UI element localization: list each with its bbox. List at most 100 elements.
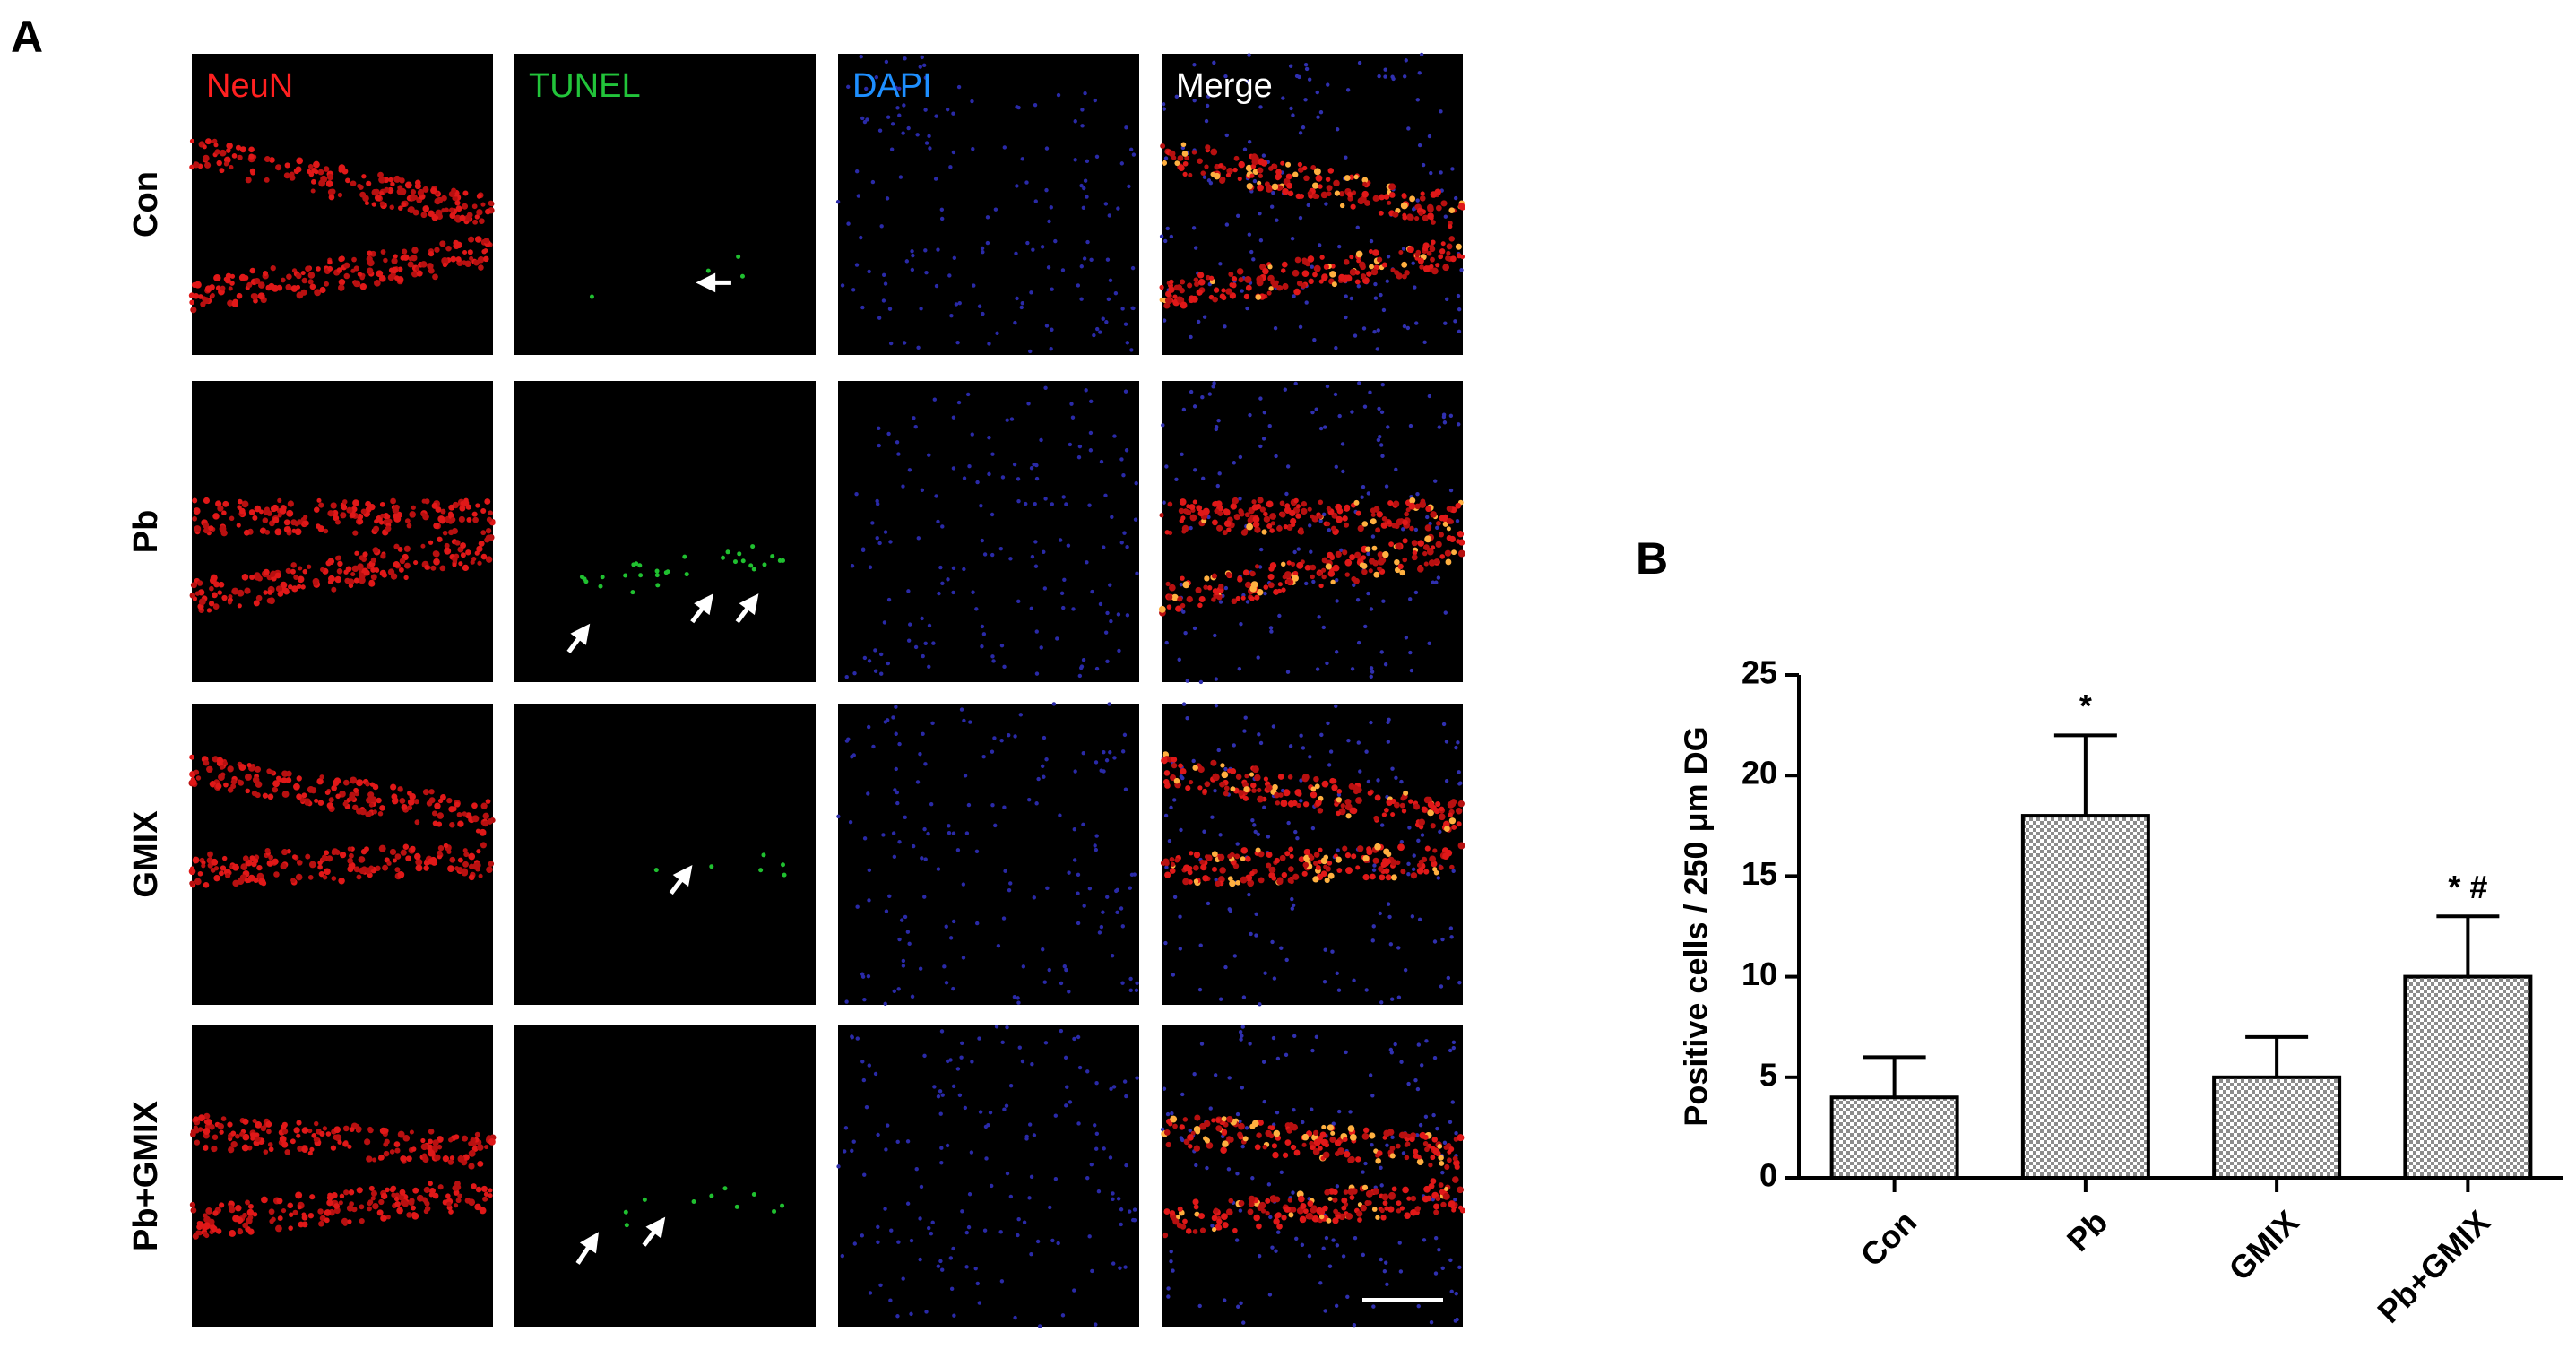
neuron-dot xyxy=(1285,173,1292,180)
nucleus-dot xyxy=(1435,525,1439,530)
nucleus-dot xyxy=(1002,1107,1007,1111)
nucleus-dot xyxy=(1174,94,1180,99)
nucleus-dot xyxy=(1334,464,1338,470)
neuron-dot xyxy=(1446,250,1451,256)
nucleus-dot xyxy=(855,1036,860,1041)
neuron-dot xyxy=(1265,1198,1271,1204)
nucleus-dot xyxy=(895,800,900,806)
micrograph-bg xyxy=(838,1025,1139,1327)
nucleus-dot xyxy=(1311,579,1316,584)
nucleus-dot xyxy=(1076,1121,1081,1126)
neuron-dot xyxy=(362,195,369,202)
neuron-dot xyxy=(462,811,467,817)
neuron-dot xyxy=(1317,571,1323,576)
micrograph xyxy=(1160,1025,1466,1328)
neuron-dot xyxy=(1257,497,1264,504)
neuron-dot xyxy=(478,873,483,878)
neuron-dot xyxy=(203,1120,209,1125)
neuron-dot xyxy=(313,580,319,586)
nucleus-dot xyxy=(1310,1048,1315,1053)
neuron-dot xyxy=(1291,561,1296,567)
nucleus-dot xyxy=(1270,1245,1275,1250)
nucleus-dot xyxy=(1344,155,1348,160)
neuron-dot xyxy=(1182,1117,1189,1122)
neuron-dot xyxy=(1203,584,1208,590)
neuron-dot xyxy=(1218,163,1223,169)
neuron-dot xyxy=(432,820,438,826)
nucleus-dot xyxy=(1361,326,1367,331)
neuron-dot xyxy=(1245,164,1253,172)
nucleus-dot xyxy=(1270,939,1275,945)
neuron-dot xyxy=(1344,274,1353,282)
neuron-dot xyxy=(249,267,256,274)
neuron-dot xyxy=(1413,803,1421,810)
nucleus-dot xyxy=(1406,126,1411,131)
nucleus-dot xyxy=(883,530,888,534)
nucleus-dot xyxy=(957,1093,963,1097)
neuron-dot xyxy=(1185,1228,1192,1234)
tunel-dot xyxy=(663,570,669,575)
nucleus-dot xyxy=(1251,257,1256,262)
nucleus-dot xyxy=(1022,1220,1027,1224)
neuron-dot xyxy=(1341,1197,1348,1204)
tunel-dot xyxy=(655,583,661,588)
nucleus-dot xyxy=(1411,867,1416,872)
nucleus-dot xyxy=(1094,1146,1099,1151)
neuron-dot xyxy=(241,574,249,581)
neuron-dot xyxy=(263,568,270,575)
neuron-dot xyxy=(1194,281,1200,288)
neuron-dot xyxy=(324,790,331,795)
neuron-dot xyxy=(316,777,324,785)
nucleus-dot xyxy=(1335,577,1339,583)
tunel-dot xyxy=(751,1192,756,1198)
nucleus-dot xyxy=(1304,581,1309,586)
nucleus-dot xyxy=(1206,515,1211,520)
nucleus-dot xyxy=(946,1059,950,1064)
neuron-dot xyxy=(488,1193,493,1198)
neuron-dot xyxy=(1317,808,1324,814)
neuron-dot xyxy=(192,1233,199,1240)
neuron-dot xyxy=(1234,853,1240,860)
neuron-dot xyxy=(193,507,201,515)
nucleus-dot xyxy=(1436,575,1441,580)
nucleus-dot xyxy=(1318,109,1324,115)
nucleus-dot xyxy=(1415,1086,1421,1092)
nucleus-dot xyxy=(1344,1050,1348,1055)
nucleus-dot xyxy=(887,894,892,898)
neuron-dot xyxy=(1334,1139,1342,1146)
neuron-dot xyxy=(231,153,238,159)
nucleus-dot xyxy=(1402,74,1407,79)
nucleus-dot xyxy=(1261,437,1266,441)
nucleus-dot xyxy=(1238,1208,1243,1213)
nucleus-dot xyxy=(1333,392,1338,397)
neuron-dot xyxy=(398,567,404,573)
nucleus-dot xyxy=(1087,503,1092,507)
y-tick-label: 10 xyxy=(1742,956,1777,992)
neuron-dot xyxy=(424,565,430,570)
nucleus-dot xyxy=(1310,826,1316,831)
neuron-dot xyxy=(1213,1207,1219,1214)
neuron-dot xyxy=(409,511,416,518)
neuron-dot xyxy=(1397,843,1405,852)
neuron-dot xyxy=(238,273,246,281)
neuron-dot xyxy=(1320,567,1327,573)
neuron-dot xyxy=(1277,582,1283,587)
neuron-dot xyxy=(458,561,463,567)
neuron-dot xyxy=(393,175,402,183)
neuron-dot xyxy=(442,530,448,536)
neuron-dot xyxy=(427,263,434,270)
neuron-dot xyxy=(306,564,312,569)
neuron-dot xyxy=(443,843,449,849)
neuron-dot xyxy=(1320,1138,1328,1146)
neuron-dot xyxy=(1195,586,1202,593)
neuron-dot xyxy=(1406,213,1413,221)
neuron-dot xyxy=(1211,519,1218,526)
neuron-dot xyxy=(1193,878,1199,884)
nucleus-dot xyxy=(1064,1103,1068,1108)
neuron-dot xyxy=(325,1131,332,1137)
nucleus-dot xyxy=(1165,1111,1171,1117)
nucleus-dot xyxy=(1110,953,1115,958)
neuron-dot xyxy=(437,812,445,819)
neuron-dot xyxy=(1303,848,1311,856)
nucleus-dot xyxy=(1366,591,1370,596)
